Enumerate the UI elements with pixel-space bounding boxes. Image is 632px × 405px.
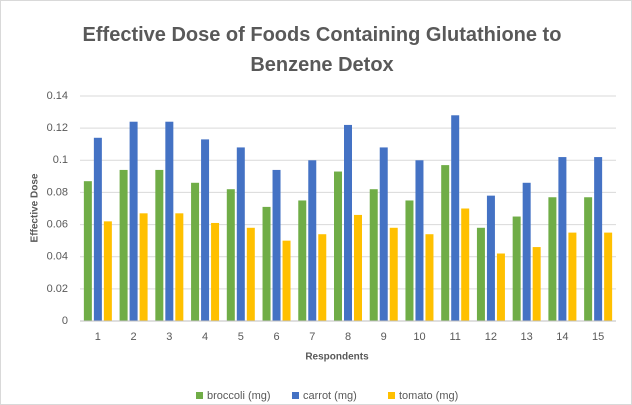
bar xyxy=(201,139,210,321)
bar xyxy=(584,197,593,321)
x-tick-label: 11 xyxy=(449,331,460,343)
bar xyxy=(334,171,342,321)
legend-swatch xyxy=(292,392,299,399)
x-tick-label: 5 xyxy=(238,331,244,343)
bar xyxy=(83,181,92,321)
bar xyxy=(308,160,317,321)
bar xyxy=(461,208,470,321)
bar xyxy=(119,169,128,321)
bar xyxy=(93,137,102,321)
y-tick-label: 0.04 xyxy=(47,251,68,263)
y-tick-label: 0.06 xyxy=(47,218,68,230)
legend-label: tomato (mg) xyxy=(399,390,458,402)
bar xyxy=(155,169,164,321)
x-tick-label: 8 xyxy=(345,331,351,343)
bar xyxy=(604,232,613,321)
x-tick-label: 15 xyxy=(592,331,604,343)
bar xyxy=(344,124,352,321)
bar xyxy=(165,121,174,321)
x-tick-label: 6 xyxy=(273,331,279,343)
bar xyxy=(354,214,362,321)
bar xyxy=(246,227,255,321)
y-axis-label: Effective Dose xyxy=(30,173,41,242)
y-tick-label: 0.1 xyxy=(53,154,68,166)
x-tick-label: 1 xyxy=(95,331,101,343)
bar xyxy=(512,216,521,321)
bar xyxy=(558,157,567,321)
x-tick-label: 4 xyxy=(202,331,208,343)
bar xyxy=(451,115,460,322)
x-tick-label: 10 xyxy=(413,331,425,343)
x-axis-label: Respondents xyxy=(305,352,369,363)
bar xyxy=(379,147,388,321)
bar xyxy=(548,197,557,321)
legend-swatch xyxy=(196,392,203,399)
bar xyxy=(425,234,434,321)
bar xyxy=(262,206,271,321)
y-tick-label: 0.08 xyxy=(47,186,68,198)
bar xyxy=(415,160,424,321)
bar xyxy=(139,213,148,321)
bar xyxy=(282,240,291,321)
bar xyxy=(236,147,245,321)
bar xyxy=(476,227,485,321)
y-tick-label: 0.14 xyxy=(47,90,68,102)
bar xyxy=(226,189,235,321)
bar xyxy=(272,169,281,321)
bar xyxy=(441,165,450,321)
bar xyxy=(191,182,200,321)
bar xyxy=(369,189,378,321)
y-tick-label: 0.02 xyxy=(47,283,68,295)
bar xyxy=(103,221,112,321)
x-tick-label: 12 xyxy=(485,331,497,343)
x-tick-label: 14 xyxy=(556,331,568,343)
legend-label: broccoli (mg) xyxy=(207,390,271,402)
x-tick-label: 7 xyxy=(309,331,315,343)
bar xyxy=(522,182,531,321)
bar xyxy=(389,227,398,321)
legend-swatch xyxy=(388,392,395,399)
x-tick-label: 3 xyxy=(166,331,172,343)
x-tick-label: 13 xyxy=(521,331,533,343)
chart-title: Effective Dose of Foods Containing Gluta… xyxy=(82,24,562,76)
x-tick-label: 9 xyxy=(381,331,387,343)
legend-label: carrot (mg) xyxy=(303,390,357,402)
bar xyxy=(129,121,138,321)
y-tick-label: 0 xyxy=(62,315,68,327)
bar xyxy=(318,234,327,321)
bar xyxy=(496,253,505,321)
y-tick-label: 0.12 xyxy=(47,122,68,134)
bar xyxy=(594,157,603,321)
bar xyxy=(568,232,577,321)
bar xyxy=(532,247,541,321)
bar xyxy=(175,213,184,321)
bar xyxy=(405,200,414,321)
x-tick-label: 2 xyxy=(131,331,137,343)
bar xyxy=(211,222,220,321)
bar xyxy=(486,195,495,321)
bar xyxy=(298,200,307,321)
